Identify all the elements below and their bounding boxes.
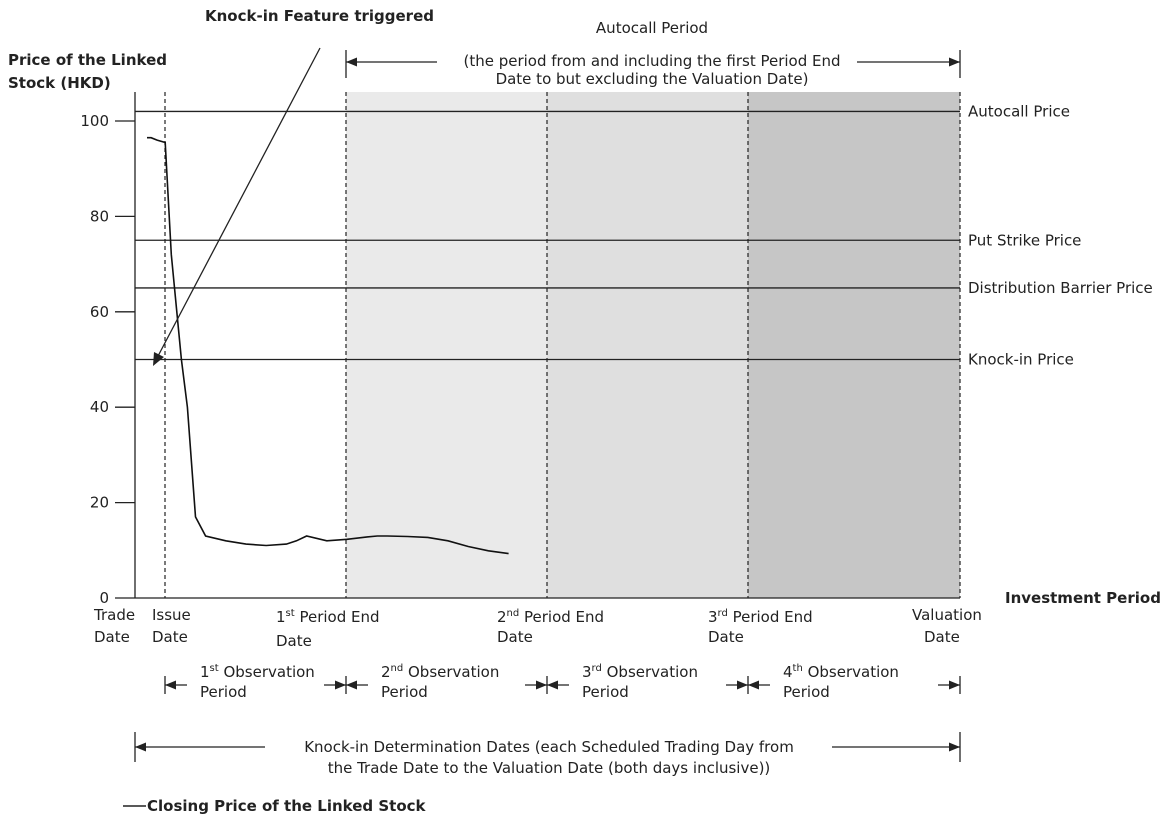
autocall-right-arrowhead xyxy=(949,58,960,67)
price-level-label-3: Knock-in Price xyxy=(968,351,1074,369)
observation-arrow-right-2 xyxy=(737,681,748,690)
autocall-shade-1 xyxy=(346,92,547,598)
observation-period-4: 4th Observation xyxy=(783,663,899,681)
legend-label: Closing Price of the Linked Stock xyxy=(147,797,427,815)
shaded-periods xyxy=(346,92,960,598)
knock-in-arrow-line xyxy=(157,48,320,358)
observation-arrow-left-3 xyxy=(748,681,759,690)
y-tick-label: 40 xyxy=(90,398,109,416)
y-tick-label: 100 xyxy=(80,112,109,130)
date-label-issue-line2: Date xyxy=(152,628,188,646)
date-label-trade: Trade xyxy=(93,606,135,624)
observation-period-3-line2: Period xyxy=(582,683,629,701)
autocall-note-1: (the period from and including the first… xyxy=(463,52,840,70)
y-tick-label: 60 xyxy=(90,303,109,321)
observation-arrow-left-1 xyxy=(346,681,357,690)
y-tick-label: 0 xyxy=(99,589,109,607)
y-axis-title-line1: Price of the Linked xyxy=(8,51,167,69)
observation-arrow-right-1 xyxy=(536,681,547,690)
date-label-pe3: 3rd Period End xyxy=(708,608,813,626)
price-level-label-2: Distribution Barrier Price xyxy=(968,279,1153,297)
observation-arrow-left-2 xyxy=(547,681,558,690)
y-tick-label: 20 xyxy=(90,494,109,512)
observation-period-1-line2: Period xyxy=(200,683,247,701)
knock-in-annotation: Knock-in Feature triggered xyxy=(205,7,434,25)
observation-arrow-right-3 xyxy=(949,681,960,690)
price-level-label-1: Put Strike Price xyxy=(968,231,1081,249)
observation-period-1: 1st Observation xyxy=(200,663,315,681)
autocall-shade-3 xyxy=(748,92,960,598)
price-level-label-0: Autocall Price xyxy=(968,102,1070,120)
y-tick-label: 80 xyxy=(90,207,109,225)
observation-period-2: 2nd Observation xyxy=(381,663,499,681)
autocall-note-2: Date to but excluding the Valuation Date… xyxy=(496,70,809,88)
determination-text-2: the Trade Date to the Valuation Date (bo… xyxy=(328,759,771,777)
date-label-pe3-line2: Date xyxy=(708,628,744,646)
x-axis-title: Investment Period xyxy=(1005,589,1161,607)
observation-period-4-line2: Period xyxy=(783,683,830,701)
date-label-issue: Issue xyxy=(152,606,191,624)
date-label-pe2: 2nd Period End xyxy=(497,608,604,626)
observation-arrow-left-0 xyxy=(165,681,176,690)
determination-text-1: Knock-in Determination Dates (each Sched… xyxy=(304,738,794,756)
date-label-pe1-line2: Date xyxy=(276,632,312,650)
observation-arrow-right-0 xyxy=(335,681,346,690)
autocall-title: Autocall Period xyxy=(596,19,708,37)
date-label-val-line2: Date xyxy=(924,628,960,646)
autocall-shade-2 xyxy=(547,92,748,598)
y-axis-title-line2: Stock (HKD) xyxy=(8,74,111,92)
determination-left-arrowhead xyxy=(135,743,146,752)
date-label-pe2-line2: Date xyxy=(497,628,533,646)
date-label-val: Valuation xyxy=(912,606,982,624)
determination-right-arrowhead xyxy=(949,743,960,752)
date-label-pe1: 1st Period End xyxy=(276,608,380,626)
observation-period-3: 3rd Observation xyxy=(582,663,698,681)
autocall-left-arrowhead xyxy=(346,58,357,67)
date-label-trade-line2: Date xyxy=(94,628,130,646)
observation-period-2-line2: Period xyxy=(381,683,428,701)
